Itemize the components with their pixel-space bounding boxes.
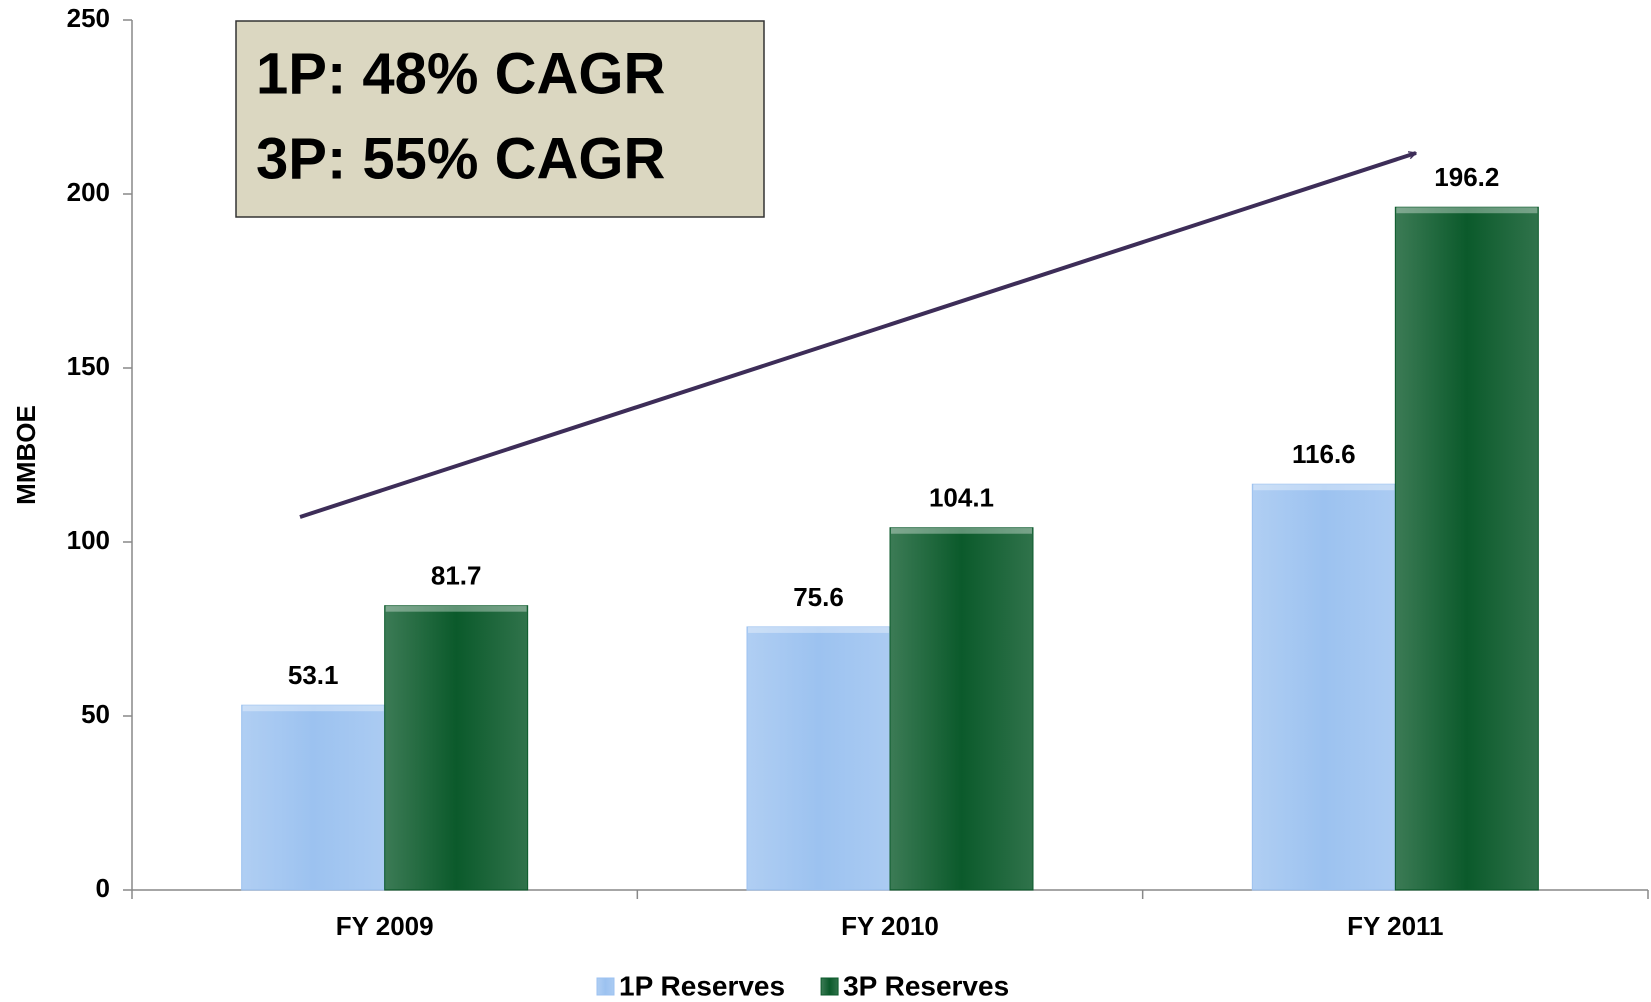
- bar: [746, 626, 891, 891]
- data-label: 53.1: [288, 660, 339, 690]
- data-label: 104.1: [929, 483, 994, 513]
- bar-bevel: [1396, 207, 1538, 214]
- bar-bevel: [385, 605, 527, 612]
- bar: [889, 527, 1034, 891]
- annotation-box: [235, 20, 765, 218]
- bar: [1251, 483, 1396, 891]
- bar-bevel: [1253, 484, 1395, 491]
- y-tick-label: 50: [81, 699, 110, 729]
- bar: [241, 704, 386, 891]
- annotation: 3P: 55% CAGR: [256, 126, 665, 191]
- data-label: 116.6: [1292, 439, 1356, 469]
- bar-bevel: [891, 527, 1032, 534]
- data-label: 81.7: [431, 561, 482, 591]
- legend-label: 1P Reserves: [619, 970, 785, 1001]
- y-tick-label: 100: [67, 525, 110, 555]
- y-tick-label: 0: [96, 873, 110, 903]
- legend-swatch: [820, 977, 839, 996]
- y-axis-label: MMBOE: [11, 405, 41, 505]
- y-tick-label: 250: [67, 3, 110, 33]
- data-label: 196.2: [1434, 162, 1499, 192]
- y-tick-label: 150: [67, 351, 110, 381]
- legend-swatch: [596, 977, 615, 996]
- bar-bevel: [242, 705, 384, 712]
- y-tick-label: 200: [67, 177, 110, 207]
- x-tick-label: FY 2009: [336, 911, 434, 941]
- bar: [384, 605, 529, 891]
- bar-bevel: [748, 626, 889, 633]
- annotation: 1P: 48% CAGR: [256, 41, 665, 106]
- legend-label: 3P Reserves: [843, 970, 1009, 1001]
- x-tick-label: FY 2010: [841, 911, 939, 941]
- bar: [1394, 206, 1539, 891]
- x-tick-label: FY 2011: [1347, 911, 1443, 941]
- data-label: 75.6: [793, 582, 844, 612]
- trend-arrow: [299, 151, 1416, 519]
